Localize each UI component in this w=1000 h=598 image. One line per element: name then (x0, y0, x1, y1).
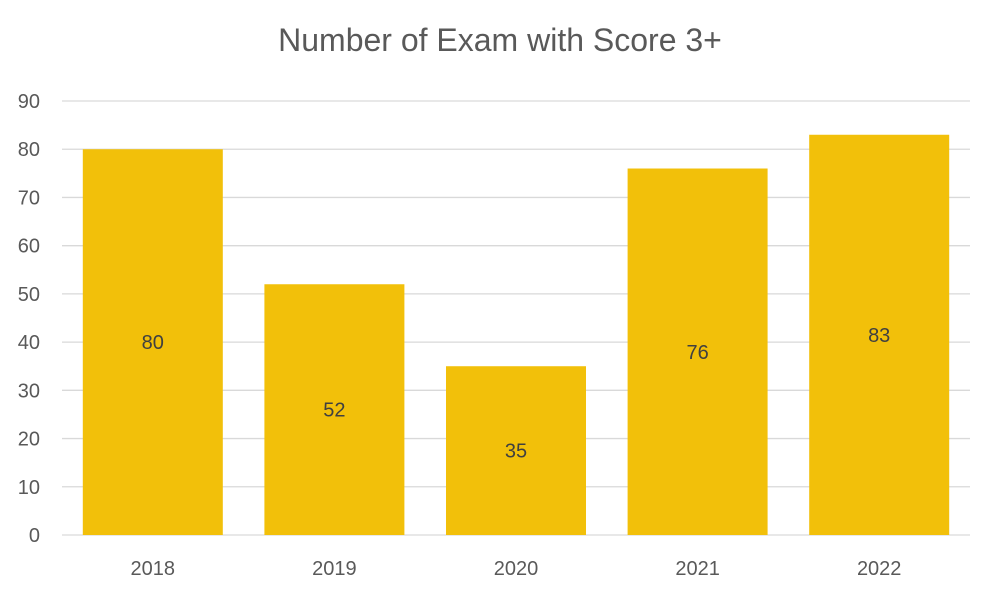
y-tick-label: 30 (18, 380, 40, 402)
x-axis-tick-labels: 2018 2019 2020 2021 2022 (131, 558, 902, 580)
chart-title: Number of Exam with Score 3+ (278, 22, 722, 58)
bars (82, 134, 950, 535)
x-tick-label: 2019 (312, 558, 357, 580)
bar-2022 (809, 134, 950, 535)
bar-2018 (82, 149, 223, 535)
x-tick-label: 2021 (675, 558, 720, 580)
x-tick-label: 2018 (131, 558, 176, 580)
x-tick-label: 2020 (494, 558, 539, 580)
y-tick-label: 90 (18, 91, 40, 113)
y-tick-label: 70 (18, 187, 40, 209)
y-axis-tick-labels: 0 10 20 30 40 50 60 70 80 90 (18, 91, 40, 547)
bar-2019 (264, 284, 405, 535)
bar-2021 (627, 168, 768, 535)
data-label-2022: 83 (868, 325, 890, 347)
y-tick-label: 40 (18, 332, 40, 354)
y-tick-label: 60 (18, 236, 40, 258)
data-label-2021: 76 (686, 342, 708, 364)
data-label-2019: 52 (323, 400, 345, 422)
bar-2020 (446, 366, 586, 535)
y-tick-label: 0 (29, 525, 40, 547)
y-tick-label: 80 (18, 139, 40, 161)
data-label-2018: 80 (142, 332, 164, 354)
y-tick-label: 10 (18, 477, 40, 499)
y-tick-label: 20 (18, 429, 40, 451)
data-label-2020: 35 (505, 441, 527, 463)
x-tick-label: 2022 (857, 558, 902, 580)
y-tick-label: 50 (18, 284, 40, 306)
data-labels: 80 52 35 76 83 (142, 325, 891, 463)
